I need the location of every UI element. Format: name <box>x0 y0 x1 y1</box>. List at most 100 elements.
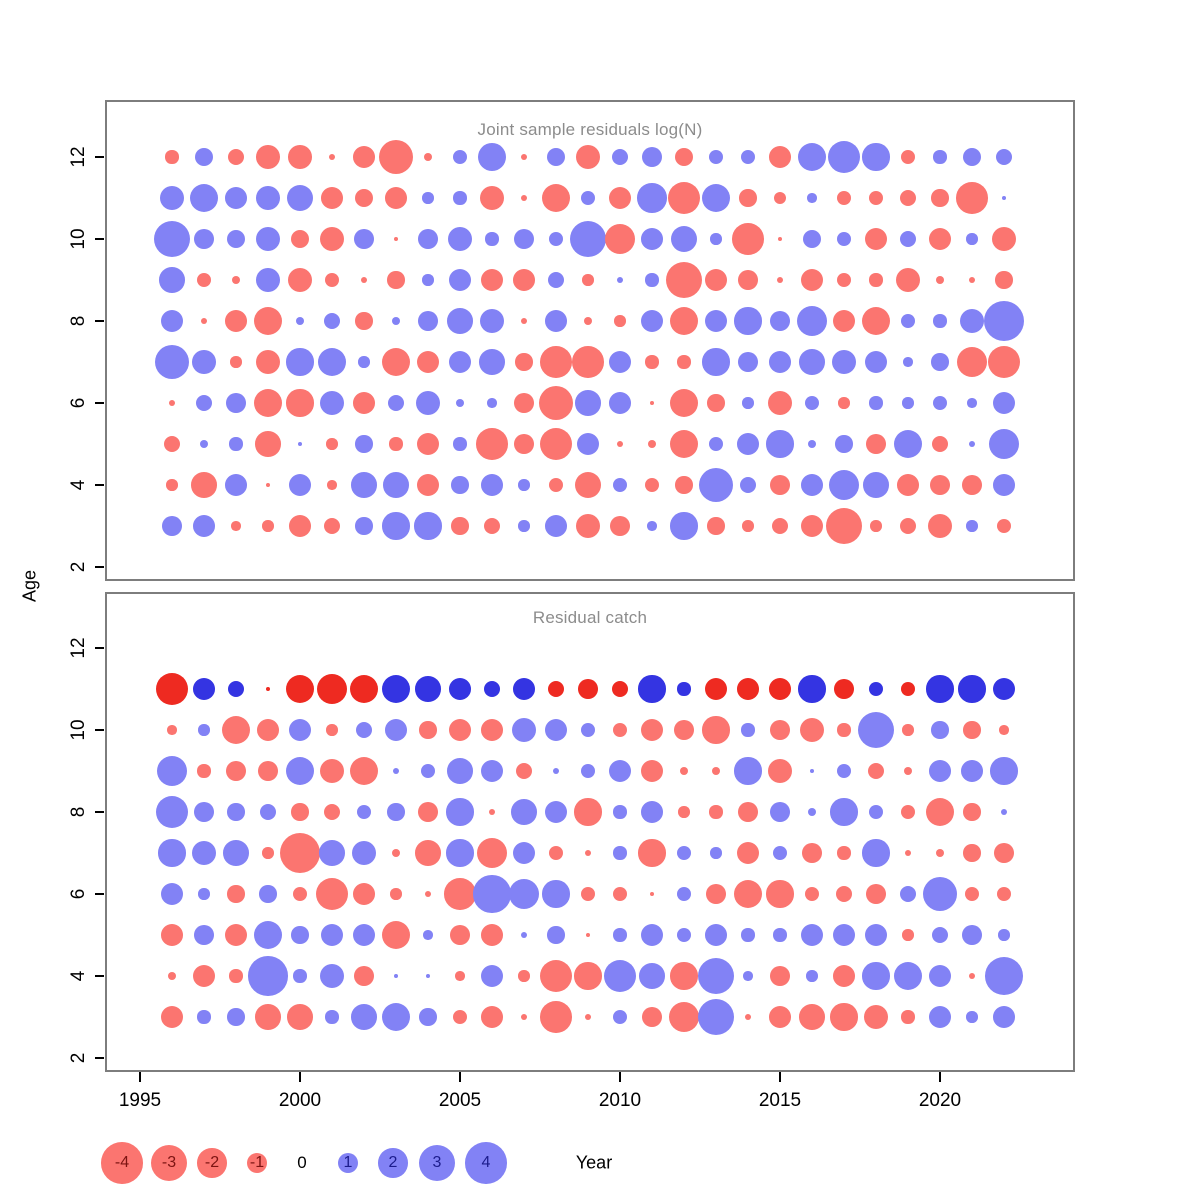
bubble <box>448 350 472 374</box>
bubble <box>479 308 505 334</box>
panel-joint-sample-residuals: Joint sample residuals log(N) <box>105 100 1075 581</box>
bubble <box>773 928 787 942</box>
bubble <box>987 345 1021 379</box>
bubble <box>354 229 374 249</box>
bubble <box>734 307 762 335</box>
bubble <box>608 186 632 210</box>
bubble <box>709 805 723 819</box>
bubble <box>351 472 377 498</box>
bubble <box>708 149 724 165</box>
bubble <box>962 475 982 495</box>
bubble <box>697 957 734 994</box>
bubble <box>929 760 951 782</box>
plot-area-bottom <box>107 594 1073 1070</box>
bubble <box>933 150 947 164</box>
bubble <box>422 192 434 204</box>
x-axis-tick-label: 1995 <box>118 1090 162 1111</box>
bubble <box>286 348 314 376</box>
y-axis-tick <box>95 893 104 895</box>
bubble <box>194 925 214 945</box>
bubble <box>548 231 564 247</box>
bubble <box>708 436 724 452</box>
bubble <box>935 275 945 285</box>
bubble <box>418 802 438 822</box>
bubble <box>356 804 372 820</box>
bubble <box>665 261 702 298</box>
bubble <box>995 148 1013 166</box>
bubble <box>800 514 824 538</box>
y-axis-tick <box>95 729 104 731</box>
bubble <box>900 149 916 165</box>
bubble <box>256 145 280 169</box>
bubble <box>769 1006 791 1028</box>
bubble <box>319 758 345 784</box>
bubble <box>988 428 1020 460</box>
bubble <box>381 674 411 704</box>
bubble <box>697 998 734 1035</box>
bubble <box>451 476 469 494</box>
bubble <box>520 1013 528 1021</box>
bubble <box>255 349 281 375</box>
bubble <box>324 272 340 288</box>
bubble <box>862 839 890 867</box>
bubble <box>574 471 602 499</box>
bubble <box>323 312 341 330</box>
legend-bubble: 2 <box>378 1148 408 1178</box>
bubble <box>609 392 631 414</box>
bubble <box>770 475 790 495</box>
bubble <box>259 885 277 903</box>
bubble <box>773 191 787 205</box>
x-axis-tick <box>939 1072 941 1082</box>
bubble <box>582 274 594 286</box>
bubble <box>520 317 528 325</box>
bubble <box>575 390 601 416</box>
bubble <box>231 521 241 531</box>
bubble <box>153 220 190 257</box>
bubble <box>293 969 307 983</box>
bubble <box>446 798 474 826</box>
bubble <box>288 718 312 742</box>
bubble <box>926 675 954 703</box>
bubble <box>861 306 891 336</box>
bubble <box>836 272 852 288</box>
bubble <box>520 931 528 939</box>
bubble <box>961 760 983 782</box>
bubble <box>538 385 574 421</box>
bubble <box>807 193 817 203</box>
bubble <box>447 308 473 334</box>
bubble <box>290 229 310 249</box>
bubble <box>297 441 303 447</box>
bubble <box>257 719 279 741</box>
bubble <box>990 757 1018 785</box>
bubble <box>669 429 699 459</box>
bubble <box>256 186 280 210</box>
bubble <box>229 437 243 451</box>
bubble <box>514 434 534 454</box>
bubble <box>732 223 764 255</box>
bubble <box>447 758 473 784</box>
bubble <box>279 832 321 874</box>
bubble <box>828 469 860 501</box>
bubble <box>956 346 988 378</box>
bubble <box>193 678 215 700</box>
bubble <box>387 803 405 821</box>
bubble <box>193 515 215 537</box>
bubble <box>194 802 214 822</box>
bubble <box>225 310 247 332</box>
bubble <box>544 800 568 824</box>
bubble <box>291 803 309 821</box>
bubble <box>963 721 981 739</box>
bubble <box>480 268 504 292</box>
legend-bubble: 4 <box>465 1142 507 1184</box>
bubble <box>387 271 405 289</box>
bubble <box>423 930 433 940</box>
bubble <box>544 718 568 742</box>
bubble <box>799 1004 825 1030</box>
x-axis-tick <box>619 1072 621 1082</box>
bubble <box>265 482 271 488</box>
bubble <box>481 924 503 946</box>
bubble <box>483 680 501 698</box>
bubble <box>159 185 185 211</box>
bubble <box>194 147 214 167</box>
y-axis-tick <box>95 320 104 322</box>
